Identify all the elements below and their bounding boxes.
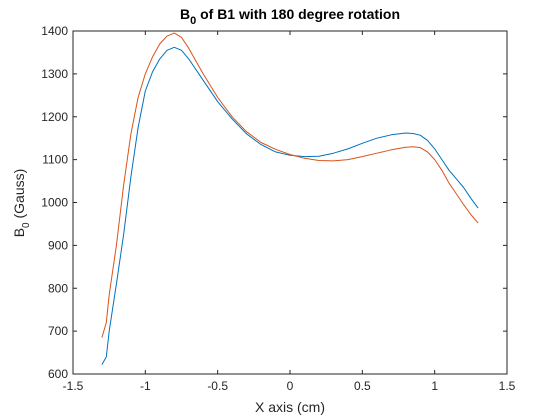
y-tick-label: 1200: [41, 110, 68, 124]
y-axis-label: B0 (Gauss): [11, 169, 32, 238]
y-tick-label: 700: [48, 324, 68, 338]
y-tick-label: 900: [48, 238, 68, 252]
chart-title-main: B: [180, 6, 190, 22]
tick-layer: -1.5 -1 -0.5 0 0.5 1 1.5 600 700 800 900 1000 1100 12…: [41, 24, 515, 393]
x-tick-label: 0.5: [354, 379, 371, 393]
x-tick-label: 1: [431, 379, 438, 393]
y-axis-label-rest: (Gauss): [11, 169, 27, 223]
y-tick-label: 1000: [41, 196, 68, 210]
chart-title: B0 of B1 with 180 degree rotation: [180, 6, 400, 27]
x-tick-label: -1.5: [63, 379, 84, 393]
x-tick-label: 0: [287, 379, 294, 393]
y-tick-label: 1100: [42, 153, 68, 167]
plot-area: [73, 31, 507, 374]
y-tick-label: 600: [48, 367, 68, 381]
x-tick-label: -1: [140, 379, 151, 393]
chart-title-rest: of B1 with 180 degree rotation: [196, 6, 400, 22]
y-tick-label: 1400: [41, 24, 68, 38]
x-axis-label: X axis (cm): [255, 399, 325, 415]
series-line-1: [101, 46, 479, 365]
y-tick-label: 1300: [41, 67, 68, 81]
chart-title-subscript: 0: [190, 15, 196, 27]
y-axis-label-subscript: 0: [21, 222, 32, 228]
x-tick-label: 1.5: [499, 379, 516, 393]
x-tick-label: -0.5: [207, 379, 228, 393]
series-layer: [101, 32, 479, 365]
y-axis-label-main: B: [11, 228, 27, 237]
y-tick-label: 800: [48, 281, 68, 295]
series-line-2: [101, 32, 479, 338]
